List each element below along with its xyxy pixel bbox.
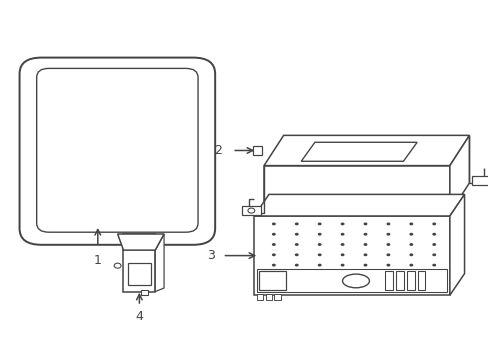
Circle shape [386,253,389,256]
Bar [385,271,392,290]
Bar [123,234,155,292]
Bar [256,269,447,292]
Polygon shape [301,142,416,161]
Circle shape [431,264,435,266]
Circle shape [317,233,321,236]
Circle shape [363,253,366,256]
Circle shape [431,253,435,256]
Circle shape [317,264,321,266]
Circle shape [294,233,298,236]
Circle shape [340,264,344,266]
Circle shape [386,233,389,236]
FancyBboxPatch shape [37,68,198,232]
Bar [471,176,488,185]
Circle shape [340,253,344,256]
Circle shape [408,264,412,266]
Circle shape [386,264,389,266]
Circle shape [340,243,344,246]
FancyBboxPatch shape [20,58,215,245]
Circle shape [247,208,254,213]
Text: 4: 4 [135,310,143,323]
Polygon shape [449,135,468,213]
Text: 1: 1 [94,254,102,267]
Polygon shape [449,194,464,295]
Bar [259,271,285,290]
Bar [252,146,261,155]
Circle shape [363,264,366,266]
Bar [406,271,414,290]
Polygon shape [264,166,449,213]
Circle shape [294,243,298,246]
Circle shape [363,233,366,236]
Bar [395,271,403,290]
Circle shape [271,222,275,225]
Circle shape [386,243,389,246]
Circle shape [317,222,321,225]
Circle shape [408,233,412,236]
Circle shape [363,222,366,225]
Circle shape [431,233,435,236]
Text: 3: 3 [207,249,215,262]
Bar [254,216,449,295]
Bar [417,271,425,290]
Polygon shape [254,194,464,216]
Bar [274,294,280,300]
Circle shape [408,253,412,256]
Ellipse shape [342,274,369,288]
Circle shape [294,253,298,256]
Circle shape [340,222,344,225]
Circle shape [363,243,366,246]
Polygon shape [117,234,163,250]
Circle shape [271,243,275,246]
Bar [128,263,150,285]
Bar [256,294,263,300]
Circle shape [340,233,344,236]
Bar [242,206,260,215]
Text: 2: 2 [214,144,222,157]
Circle shape [271,253,275,256]
Bar [141,290,148,295]
Circle shape [408,243,412,246]
Circle shape [114,263,121,268]
Circle shape [294,222,298,225]
Circle shape [431,243,435,246]
Circle shape [271,233,275,236]
Circle shape [271,264,275,266]
Polygon shape [264,135,468,166]
Circle shape [294,264,298,266]
Circle shape [317,253,321,256]
Polygon shape [155,234,163,292]
Bar [265,294,271,300]
Circle shape [408,222,412,225]
Circle shape [317,243,321,246]
Circle shape [386,222,389,225]
Circle shape [431,222,435,225]
